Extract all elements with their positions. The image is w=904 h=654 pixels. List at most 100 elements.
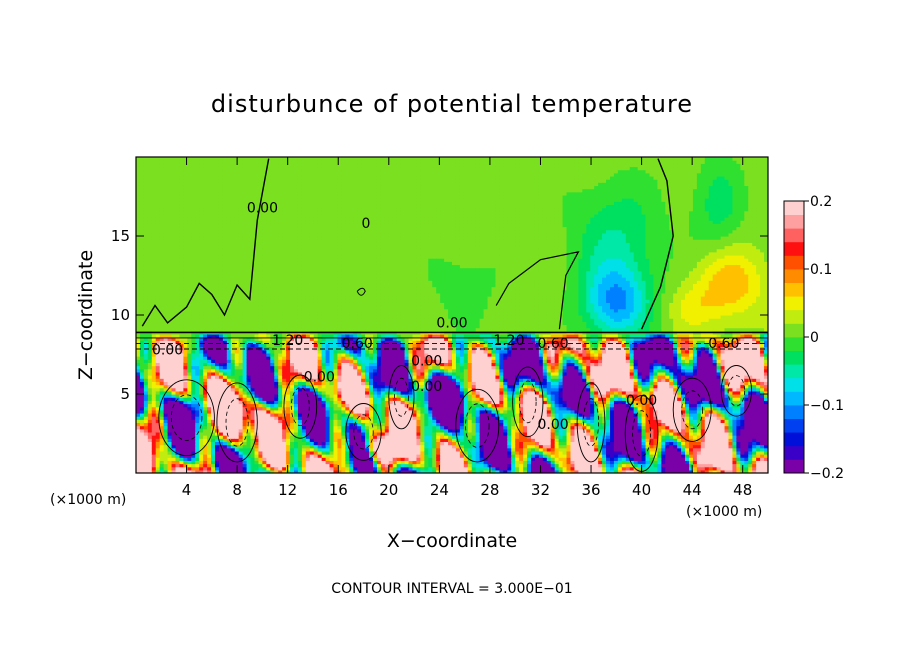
heatmap-cell	[246, 419, 252, 424]
heatmap-cell	[175, 232, 181, 237]
heatmap-cell	[234, 362, 240, 367]
heatmap-cell	[266, 390, 271, 395]
heatmap-cell	[258, 324, 263, 329]
heatmap-cell	[203, 305, 208, 310]
heatmap-cell	[171, 217, 177, 221]
heatmap-cell	[139, 204, 145, 209]
heatmap-cell	[167, 368, 173, 373]
heatmap-cell	[203, 166, 208, 171]
heatmap-cell	[163, 299, 169, 303]
heatmap-cell	[203, 412, 208, 417]
heatmap-cell	[183, 371, 188, 376]
heatmap-cell	[191, 315, 196, 319]
heatmap-cell	[151, 390, 157, 395]
heatmap-cell	[246, 438, 252, 442]
heatmap-cell	[203, 201, 208, 205]
heatmap-cell	[171, 409, 177, 414]
heatmap-cell	[136, 267, 141, 272]
heatmap-cell	[250, 277, 256, 281]
heatmap-cell	[242, 248, 248, 253]
heatmap-cell	[254, 447, 260, 452]
heatmap-cell	[143, 232, 149, 237]
heatmap-cell	[167, 305, 173, 310]
heatmap-cell	[179, 460, 184, 465]
heatmap-cell	[222, 169, 228, 174]
heatmap-cell	[139, 157, 145, 161]
heatmap-cell	[246, 302, 252, 307]
heatmap-cell	[266, 416, 271, 420]
heatmap-cell	[191, 318, 196, 322]
heatmap-cell	[278, 299, 283, 303]
heatmap-cell	[175, 242, 181, 247]
heatmap-cell	[159, 220, 165, 224]
heatmap-cell	[167, 378, 173, 382]
heatmap-cell	[234, 261, 240, 266]
heatmap-cell	[191, 365, 196, 370]
heatmap-cell	[270, 365, 275, 370]
heatmap-cell	[136, 273, 141, 278]
heatmap-cell	[139, 236, 145, 240]
heatmap-cell	[183, 343, 188, 348]
heatmap-cell	[270, 179, 275, 183]
heatmap-cell	[250, 457, 256, 461]
heatmap-cell	[167, 435, 173, 439]
heatmap-cell	[199, 438, 204, 442]
heatmap-cell	[179, 444, 184, 449]
heatmap-cell	[136, 412, 141, 417]
heatmap-cell	[234, 188, 240, 193]
heatmap-cell	[183, 198, 188, 202]
heatmap-cell	[143, 400, 149, 405]
heatmap-cell	[207, 447, 212, 452]
heatmap-cell	[262, 412, 267, 417]
heatmap-cell	[207, 343, 212, 348]
heatmap-cell	[195, 400, 200, 405]
heatmap-cell	[155, 245, 161, 250]
heatmap-cell	[238, 311, 244, 316]
heatmap-cell	[266, 321, 271, 326]
heatmap-cell	[238, 308, 244, 313]
heatmap-cell	[203, 384, 208, 389]
heatmap-cell	[242, 198, 248, 202]
heatmap-cell	[175, 460, 181, 465]
heatmap-cell	[211, 337, 216, 341]
heatmap-cell	[262, 359, 267, 363]
heatmap-cell	[218, 157, 224, 161]
heatmap-cell	[226, 277, 232, 281]
heatmap-cell	[250, 217, 256, 221]
heatmap-cell	[270, 394, 275, 398]
heatmap-cell	[222, 157, 228, 161]
heatmap-cell	[191, 207, 196, 212]
heatmap-cell	[175, 213, 181, 218]
heatmap-cell	[222, 201, 228, 205]
heatmap-cell	[203, 179, 208, 183]
heatmap-cell	[270, 384, 275, 389]
heatmap-cell	[151, 371, 157, 376]
heatmap-cell	[266, 296, 271, 300]
heatmap-cell	[139, 283, 145, 288]
heatmap-cell	[270, 292, 275, 297]
heatmap-cell	[234, 267, 240, 272]
heatmap-cell	[167, 251, 173, 256]
heatmap-cell	[195, 223, 200, 228]
heatmap-cell	[195, 188, 200, 193]
heatmap-cell	[242, 188, 248, 193]
heatmap-cell	[147, 450, 153, 455]
heatmap-cell	[179, 254, 184, 259]
heatmap-cell	[218, 333, 224, 338]
heatmap-cell	[195, 213, 200, 218]
heatmap-cell	[183, 324, 188, 329]
heatmap-cell	[136, 318, 141, 322]
heatmap-cell	[159, 447, 165, 452]
heatmap-cell	[151, 384, 157, 389]
heatmap-cell	[151, 356, 157, 360]
heatmap-cell	[143, 204, 149, 209]
heatmap-cell	[195, 311, 200, 316]
heatmap-cell	[163, 422, 169, 427]
heatmap-cell	[250, 308, 256, 313]
heatmap-cell	[215, 277, 220, 281]
heatmap-cell	[230, 254, 236, 259]
heatmap-cell	[270, 397, 275, 401]
heatmap-cell	[254, 438, 260, 442]
heatmap-cell	[143, 207, 149, 212]
heatmap-cell	[258, 469, 263, 473]
